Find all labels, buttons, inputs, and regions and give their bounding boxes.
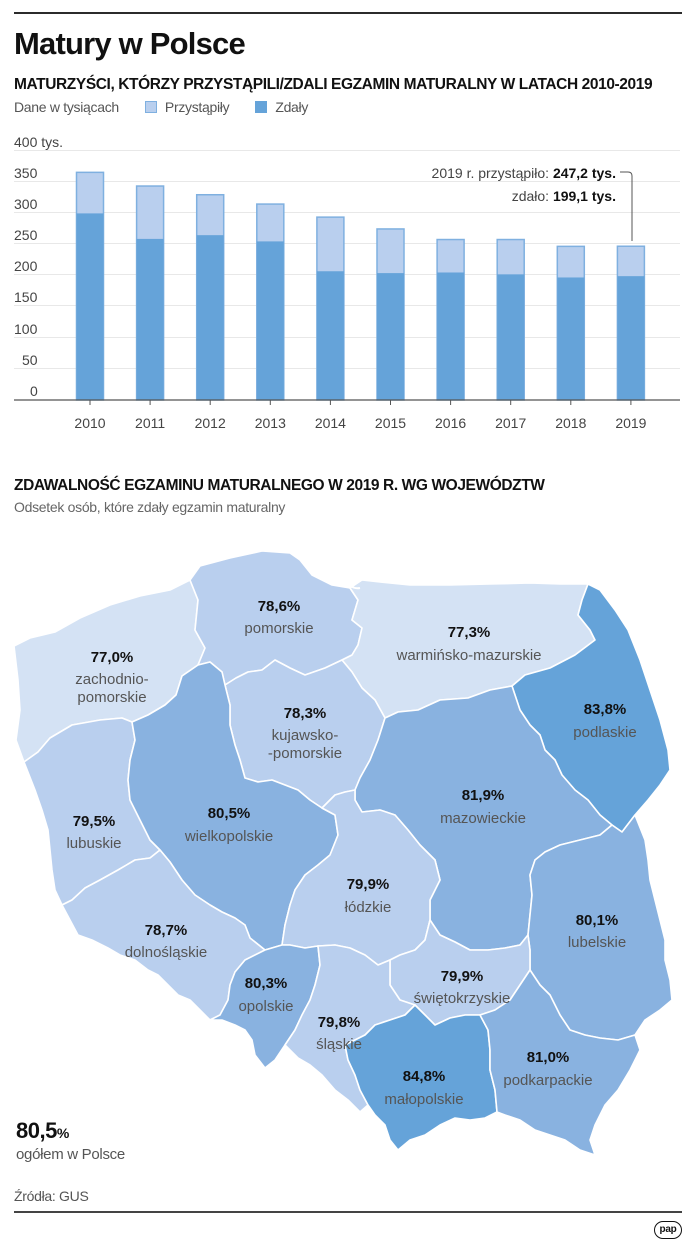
name-warminsko-mazurskie: warmińsko-mazurskie xyxy=(395,647,541,664)
annotation-line-1: 2019 r. przystąpiło: 247,2 tys. xyxy=(432,165,616,181)
pap-logo-icon: pap xyxy=(654,1221,682,1239)
page-title: Matury w Polsce xyxy=(14,26,246,61)
name-lubuskie: lubuskie xyxy=(66,835,121,852)
bars xyxy=(75,171,646,401)
bar-zdaly-2019 xyxy=(617,276,645,400)
name-pomorskie: pomorskie xyxy=(244,620,313,637)
name-lodzkie: łódzkie xyxy=(345,899,392,916)
value-podkarpackie: 81,0% xyxy=(527,1049,570,1066)
poland-map: 77,0% zachodnio- pomorskie 78,6% pomorsk… xyxy=(0,520,694,1170)
value-swietokrzyskie: 79,9% xyxy=(441,968,484,985)
bar-chart: 400 tys. 350 300 250 200 150 100 50 0 20… xyxy=(0,120,694,440)
name-mazowieckie: mazowieckie xyxy=(440,810,526,827)
y-tick-250: 250 xyxy=(14,227,38,243)
name-opolskie: opolskie xyxy=(238,998,293,1015)
legend-item-przystapily: Przystąpiły xyxy=(144,99,230,115)
annotation-leader-line xyxy=(620,171,633,241)
region-podkarpackie[interactable] xyxy=(479,969,641,1156)
name-malopolskie: małopolskie xyxy=(384,1091,463,1108)
bar-zdaly-2013 xyxy=(256,241,284,400)
bar-zdaly-2016 xyxy=(437,272,465,400)
value-wielkopolskie: 80,5% xyxy=(208,805,251,822)
x-tick-label-2010: 2010 xyxy=(74,415,105,431)
bar-zdaly-2012 xyxy=(196,235,224,400)
name-zachodniopomorskie: zachodnio- xyxy=(75,671,148,688)
y-tick-400: 400 tys. xyxy=(14,134,63,150)
chart-legend: Dane w tysiącach Przystąpiły Zdały xyxy=(14,99,334,115)
legend-label: Zdały xyxy=(275,99,309,115)
x-tick-label-2011: 2011 xyxy=(135,415,165,431)
x-tick-label-2014: 2014 xyxy=(315,415,346,431)
value-lubuskie: 79,5% xyxy=(73,813,116,830)
annotation-line-2: zdało: 199,1 tys. xyxy=(512,188,616,204)
total-unit: % xyxy=(56,1125,70,1141)
value-podlaskie: 83,8% xyxy=(584,701,627,718)
map-subtitle: Odsetek osób, które zdały egzamin matura… xyxy=(14,499,286,515)
legend-label: Przystąpiły xyxy=(164,99,230,115)
bar-chart-svg: 400 tys. 350 300 250 200 150 100 50 0 20… xyxy=(14,134,680,431)
national-total: 80,5% ogółem w Polsce xyxy=(16,1118,125,1163)
gridlines xyxy=(14,150,680,369)
x-tick-label-2016: 2016 xyxy=(435,415,466,431)
top-rule xyxy=(14,12,682,14)
gdansk-bay-icon xyxy=(299,558,361,590)
name-zachodniopomorskie-2: pomorskie xyxy=(77,689,146,706)
value-opolskie: 80,3% xyxy=(245,975,288,992)
y-tick-0: 0 xyxy=(30,383,38,399)
value-slaskie: 79,8% xyxy=(318,1014,361,1031)
bar-zdaly-2011 xyxy=(136,238,164,400)
total-value: 80,5 xyxy=(16,1118,57,1143)
bar-zdaly-2018 xyxy=(557,277,585,400)
name-slaskie: śląskie xyxy=(316,1036,362,1053)
source-note: Źródła: GUS xyxy=(14,1188,89,1204)
y-tick-300: 300 xyxy=(14,196,38,212)
bar-zdaly-2014 xyxy=(316,271,344,400)
x-axis-ticks: 2010 2011 2012 2013 2014 2015 2016 2017 2018 2019 xyxy=(74,400,647,431)
name-lubelskie: lubelskie xyxy=(568,934,626,951)
y-axis-labels: 400 tys. 350 300 250 200 150 100 50 0 xyxy=(14,134,63,399)
x-tick-label-2017: 2017 xyxy=(495,415,526,431)
value-lubelskie: 80,1% xyxy=(576,912,619,929)
value-zachodniopomorskie: 77,0% xyxy=(91,649,134,666)
name-dolnoslaskie: dolnośląskie xyxy=(125,944,208,961)
y-tick-350: 350 xyxy=(14,165,38,181)
bar-zdaly-2015 xyxy=(377,273,404,400)
x-tick-label-2015: 2015 xyxy=(375,415,406,431)
value-pomorskie: 78,6% xyxy=(258,598,301,615)
value-malopolskie: 84,8% xyxy=(403,1068,446,1085)
chart-subtitle: MATURZYŚCI, KTÓRZY PRZYSTĄPILI/ZDALI EGZ… xyxy=(14,76,653,93)
y-tick-50: 50 xyxy=(22,352,38,368)
legend-swatch-dark xyxy=(255,101,268,113)
map-svg: 77,0% zachodnio- pomorskie 78,6% pomorsk… xyxy=(13,550,673,1156)
name-kujawsko-pomorskie-2: -pomorskie xyxy=(268,745,342,762)
name-podlaskie: podlaskie xyxy=(573,724,636,741)
bar-zdaly-2017 xyxy=(497,274,525,400)
legend-item-zdaly: Zdały xyxy=(255,99,308,115)
bottom-rule xyxy=(14,1211,682,1213)
x-tick-label-2012: 2012 xyxy=(195,415,226,431)
name-swietokrzyskie: świętokrzyskie xyxy=(414,990,511,1007)
legend-swatch-light xyxy=(144,101,157,113)
value-kujawsko-pomorskie: 78,3% xyxy=(284,705,327,722)
legend-unit: Dane w tysiącach xyxy=(14,99,119,115)
y-tick-100: 100 xyxy=(14,321,38,337)
x-tick-label-2013: 2013 xyxy=(255,415,286,431)
value-mazowieckie: 81,9% xyxy=(462,787,505,804)
total-caption: ogółem w Polsce xyxy=(16,1146,125,1163)
name-wielkopolskie: wielkopolskie xyxy=(184,828,273,845)
value-lodzkie: 79,9% xyxy=(347,876,390,893)
name-kujawsko-pomorskie: kujawsko- xyxy=(272,727,339,744)
annotation-2019: 2019 r. przystąpiło: 247,2 tys. zdało: 1… xyxy=(432,165,633,241)
y-tick-150: 150 xyxy=(14,289,38,305)
x-tick-label-2019: 2019 xyxy=(615,415,646,431)
bar-zdaly-2010 xyxy=(76,213,104,400)
x-tick-label-2018: 2018 xyxy=(555,415,586,431)
map-title: ZDAWALNOŚĆ EGZAMINU MATURALNEGO W 2019 R… xyxy=(14,477,545,494)
name-podkarpackie: podkarpackie xyxy=(503,1072,592,1089)
value-dolnoslaskie: 78,7% xyxy=(145,922,188,939)
y-tick-200: 200 xyxy=(14,258,38,274)
value-warminsko-mazurskie: 77,3% xyxy=(448,624,491,641)
